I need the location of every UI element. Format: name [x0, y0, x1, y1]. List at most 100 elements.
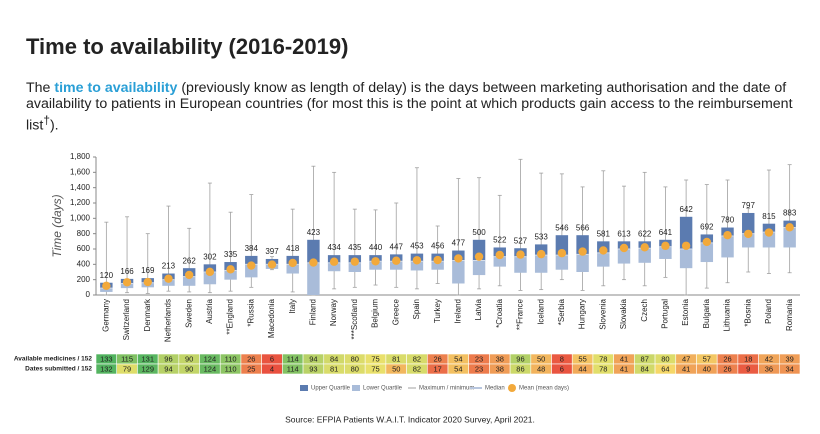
table-value: 78 [599, 354, 607, 363]
mean-label: 262 [182, 256, 196, 265]
mean-label: 440 [369, 243, 383, 252]
mean-label: 500 [472, 228, 486, 237]
y-tick-label: 600 [77, 244, 91, 253]
table-value: 6 [560, 364, 564, 373]
mean [785, 223, 794, 232]
lower-quartile [307, 262, 320, 295]
table-value: 124 [204, 354, 217, 363]
mean [557, 248, 567, 258]
table-value: 133 [100, 354, 113, 363]
table-value: 80 [351, 364, 359, 373]
mean-label: 213 [162, 262, 176, 271]
upper-quartile [679, 216, 693, 249]
chart-title: Time to availability (2016-2019) [26, 34, 348, 59]
intro-dagger: † [43, 113, 50, 127]
table-value: 42 [765, 354, 773, 363]
x-tick-label: Bulgaria [702, 298, 711, 328]
mean [702, 237, 712, 247]
x-tick-label: Ireland [453, 299, 462, 323]
mean [474, 252, 484, 261]
mean [433, 255, 442, 265]
x-tick-label: Slovakia [619, 298, 628, 329]
lower-quartile [534, 255, 548, 273]
upper-quartile [534, 244, 548, 256]
table-value: 50 [392, 364, 400, 373]
lower-quartile [783, 227, 796, 248]
table-value: 18 [744, 354, 752, 363]
mean [267, 260, 277, 269]
table-value: 132 [100, 364, 113, 373]
mean-label: 453 [410, 242, 424, 251]
mean-label: 384 [245, 244, 259, 253]
lower-quartile [700, 242, 714, 263]
table-value: 40 [703, 364, 711, 373]
mean [184, 270, 194, 280]
x-tick-label: Switzerland [122, 299, 131, 340]
x-tick-label: Lithuania [723, 298, 732, 331]
table-value: 48 [537, 364, 545, 373]
lower-quartile [659, 246, 672, 259]
x-tick-label: Czech [640, 299, 649, 322]
y-tick-label: 1,600 [70, 167, 91, 176]
table-value: 50 [537, 354, 545, 363]
table-value: 82 [413, 364, 421, 373]
intro-highlight: time to availability [54, 80, 178, 96]
table-value: 26 [723, 364, 731, 373]
row-label: Available medicines / 152 [14, 356, 93, 363]
table-value: 81 [330, 364, 338, 373]
table-value: 94 [309, 354, 317, 363]
legend-swatch [300, 385, 308, 391]
legend-swatch [352, 385, 360, 391]
x-tick-label: Belgium [371, 299, 380, 328]
row-label: Dates submitted / 152 [25, 366, 92, 373]
x-tick-label: Norway [329, 299, 338, 326]
y-axis-label: Time (days) [50, 194, 64, 257]
lower-quartile [100, 288, 113, 292]
table-value: 96 [164, 354, 172, 363]
table-value: 82 [413, 354, 421, 363]
x-tick-label: **France [516, 298, 525, 330]
table-value: 41 [620, 364, 628, 373]
lower-quartile [576, 254, 589, 272]
y-tick-label: 1,400 [70, 183, 91, 192]
table-value: 47 [682, 354, 690, 363]
table-value: 25 [247, 364, 255, 373]
x-tick-label: Denmark [143, 298, 152, 331]
table-value: 41 [682, 364, 690, 373]
table-value: 26 [433, 354, 441, 363]
table-value: 80 [351, 354, 359, 363]
lower-quartile [514, 256, 527, 273]
table-value: 115 [121, 354, 133, 363]
mean [412, 256, 422, 265]
x-tick-label: Latvia [474, 298, 483, 320]
table-value: 44 [578, 364, 586, 373]
table-value: 90 [185, 364, 193, 373]
table-value: 114 [287, 354, 299, 363]
upper-quartile [555, 235, 569, 256]
mean [164, 274, 173, 283]
source: Source: EFPIA Patients W.A.I.T. Indicato… [285, 414, 535, 424]
table-value: 124 [204, 364, 217, 373]
legend-label: Lower Quartile [363, 386, 403, 392]
table-value: 94 [164, 364, 172, 373]
table-value: 64 [661, 364, 669, 373]
x-tick-label: Germany [101, 299, 110, 332]
mean-label: 883 [783, 209, 797, 218]
lower-quartile [721, 235, 734, 258]
table-value: 23 [475, 354, 483, 363]
table-value: 80 [661, 354, 669, 363]
table-value: 54 [454, 354, 462, 363]
mean-label: 522 [493, 236, 507, 245]
mean [392, 256, 401, 265]
table-value: 75 [371, 354, 379, 363]
upper-quartile [762, 223, 776, 233]
mean [516, 250, 525, 259]
legend-label: Median [485, 386, 505, 392]
x-tick-label: Spain [412, 299, 421, 319]
mean-label: 423 [307, 228, 321, 237]
mean [247, 261, 256, 270]
lower-quartile [742, 233, 755, 248]
intro-text: ). [49, 117, 59, 134]
intro-text: (previously know as length of delay) is … [26, 80, 793, 134]
